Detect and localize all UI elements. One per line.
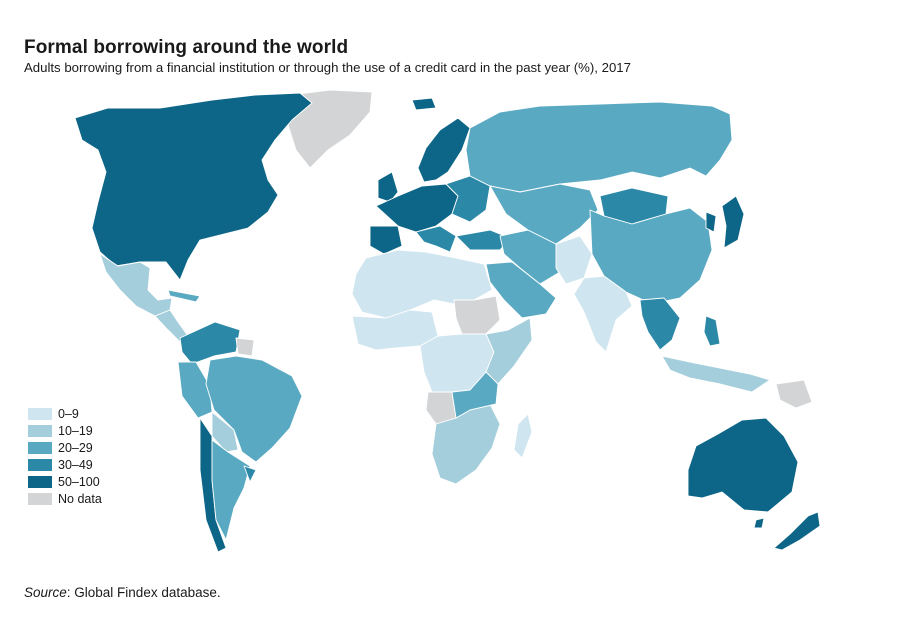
legend-item: No data: [28, 490, 102, 507]
legend-swatch: [28, 492, 52, 505]
map-subtitle: Adults borrowing from a financial instit…: [24, 60, 631, 75]
region-scandinavia: [417, 117, 471, 183]
region-uk-ireland: [377, 171, 399, 203]
region-mexico: [99, 253, 173, 317]
region-north-america: [74, 92, 313, 281]
source-label: Source: [24, 585, 67, 600]
source-text: : Global Findex database.: [66, 585, 221, 600]
region-papua: [775, 379, 813, 409]
legend-label: 0–9: [58, 406, 79, 421]
region-southeast-asia: [639, 297, 681, 351]
legend-swatch: [28, 424, 52, 437]
region-central-asia: [489, 183, 599, 245]
region-bolivia-paraguay: [211, 411, 239, 453]
region-brazil: [205, 355, 303, 463]
map-legend: 0–9 10–19 20–29 30–49 50–100 No data: [28, 405, 102, 507]
region-russia: [465, 101, 733, 193]
source-note: Source: Global Findex database.: [24, 585, 221, 600]
region-new-zealand: [773, 511, 821, 551]
region-sudan: [453, 295, 501, 335]
legend-item: 20–29: [28, 439, 102, 456]
region-guiana: [235, 337, 255, 357]
region-malaysia-indonesia: [661, 355, 771, 393]
legend-item: 10–19: [28, 422, 102, 439]
map-title: Formal borrowing around the world: [24, 37, 349, 58]
region-afghanistan-pakistan: [555, 235, 593, 285]
region-italy-balkans: [415, 225, 457, 253]
region-japan: [721, 195, 745, 249]
legend-swatch: [28, 407, 52, 420]
region-cuba: [167, 289, 201, 303]
legend-swatch: [28, 441, 52, 454]
legend-item: 50–100: [28, 473, 102, 490]
region-madagascar: [513, 413, 533, 459]
region-australia: [687, 417, 799, 513]
legend-label: 50–100: [58, 474, 100, 489]
region-iceland: [411, 97, 437, 111]
legend-swatch: [28, 458, 52, 471]
region-argentina: [211, 439, 251, 541]
region-colombia-venezuela: [179, 321, 241, 365]
region-india: [573, 275, 633, 353]
region-arabia: [485, 261, 557, 319]
region-zambia-tanzania: [451, 371, 499, 419]
legend-label: No data: [58, 491, 102, 506]
legend-item: 0–9: [28, 405, 102, 422]
legend-item: 30–49: [28, 456, 102, 473]
region-iberia: [369, 225, 403, 255]
region-east-africa: [485, 317, 533, 385]
legend-label: 30–49: [58, 457, 93, 472]
region-korea: [705, 211, 717, 233]
region-peru-ecuador: [177, 361, 213, 419]
region-tasmania: [753, 517, 765, 529]
legend-label: 20–29: [58, 440, 93, 455]
legend-label: 10–19: [58, 423, 93, 438]
legend-swatch: [28, 475, 52, 488]
world-map: [74, 89, 821, 553]
region-philippines: [703, 315, 721, 347]
region-uruguay: [243, 465, 257, 483]
